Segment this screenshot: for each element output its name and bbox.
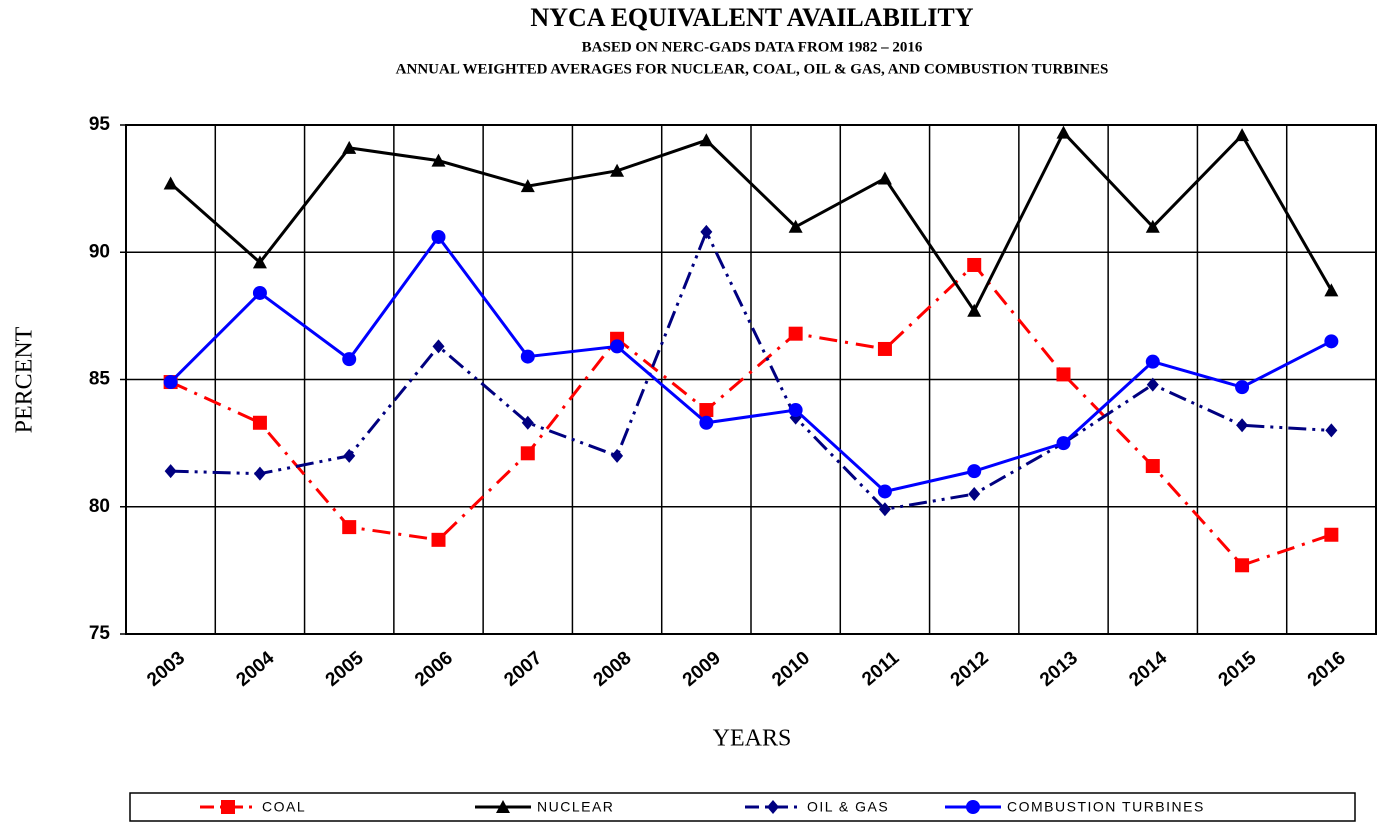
x-tick-label: 2008 [590,648,636,691]
marker [967,257,982,272]
marker [520,446,535,461]
marker [1324,334,1339,349]
marker [1145,219,1160,233]
x-tick-label: 2003 [143,648,189,691]
x-tick-label: 2014 [1125,647,1171,691]
chart-subtitle: BASED ON NERC-GADS DATA FROM 1982 – 2016 [582,39,923,55]
marker [1145,354,1160,369]
x-tick-label: 2016 [1304,648,1350,691]
marker [1325,423,1338,438]
x-axis-label: YEARS [713,726,792,752]
marker [431,229,446,244]
marker [252,255,267,269]
marker [699,133,714,147]
marker [521,415,534,430]
marker [1235,380,1250,395]
marker [699,403,714,418]
marker [342,352,357,367]
legend-label: NUCLEAR [537,799,614,815]
y-tick-label: 85 [89,369,111,390]
marker [520,349,535,364]
marker [877,341,892,356]
marker [877,171,892,185]
marker [1056,367,1071,382]
marker [968,487,981,502]
marker [432,339,445,354]
series-line [170,228,1332,511]
series-line [170,262,1332,568]
x-tick-label: 2009 [679,648,725,691]
chart-subtitle: ANNUAL WEIGHTED AVERAGES FOR NUCLEAR, CO… [396,61,1109,77]
marker [342,140,357,154]
marker [610,163,625,177]
y-tick-label: 75 [89,623,111,644]
marker [877,484,892,499]
marker [496,800,510,813]
x-tick-label: 2015 [1215,647,1261,691]
plot-frame [125,124,1377,635]
marker [788,219,803,233]
marker [788,326,803,341]
legend-label: COMBUSTION TURBINES [1007,799,1205,815]
x-tick-label: 2007 [500,648,546,691]
marker [788,403,803,418]
marker [1236,418,1249,433]
marker [1235,558,1250,573]
marker [700,224,713,239]
marker [1146,377,1159,392]
marker [966,800,980,814]
series-line [169,130,1333,314]
marker [699,415,714,430]
x-tick-label: 2011 [858,647,903,690]
marker [520,179,535,193]
marker [163,176,178,190]
x-tick-label: 2012 [947,648,993,691]
marker [163,375,178,390]
marker [252,415,267,430]
marker [1324,283,1339,297]
x-tick-label: 2010 [768,648,814,691]
marker [878,502,891,517]
x-tick-label: 2005 [322,647,368,691]
marker [342,520,357,535]
marker [1235,128,1250,142]
marker [252,285,267,300]
x-tick-label: 2013 [1036,648,1082,691]
legend-box [129,792,1356,822]
marker [767,800,779,814]
y-tick-label: 95 [89,114,111,135]
marker [221,800,235,814]
x-tick-label: 2006 [411,648,457,691]
x-tick-label: 2004 [232,647,278,691]
y-axis-label: PERCENT [12,326,38,433]
marker [611,448,624,463]
marker [1324,527,1339,542]
series-line [169,234,1333,494]
y-tick-label: 80 [89,496,110,517]
marker [343,448,356,463]
marker [164,464,177,479]
legend-label: COAL [262,799,306,815]
marker [431,532,446,547]
marker [610,339,625,354]
marker [431,153,446,167]
marker [967,464,982,479]
y-tick-label: 90 [89,241,110,262]
marker [253,466,266,481]
marker [1056,436,1071,451]
marker [1145,459,1160,474]
legend-label: OIL & GAS [807,799,889,815]
marker [1056,125,1071,139]
chart-title: NYCA EQUIVALENT AVAILABILITY [530,3,973,32]
marker [967,303,982,317]
